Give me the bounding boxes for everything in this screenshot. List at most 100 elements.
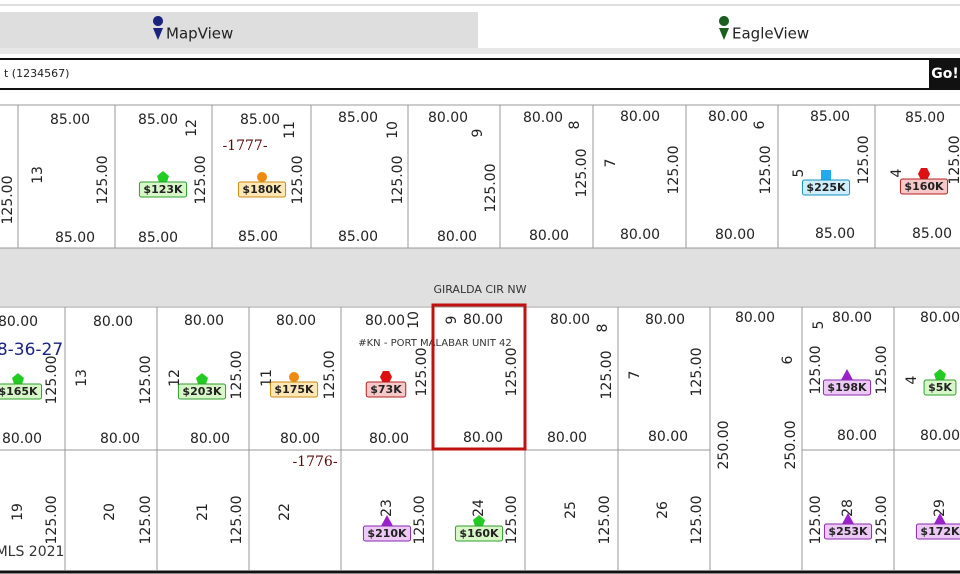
price-tag[interactable]: $165K [0, 385, 38, 398]
map-pin-icon [153, 16, 164, 40]
price-tag-box [915, 523, 960, 540]
parcel-label: 12 [167, 369, 183, 387]
block-label: -1777- [222, 138, 267, 154]
price-tag[interactable]: $172K [920, 525, 960, 538]
price-tag[interactable]: $225K [806, 181, 846, 194]
parcel-label: 25 [563, 501, 579, 519]
price-tag[interactable]: $5K [928, 381, 952, 394]
tab-label[interactable]: EagleView [732, 25, 809, 43]
marker-icon [157, 171, 169, 182]
parcel-label: 80.00 [190, 431, 230, 447]
parcel-label: 80.00 [620, 227, 660, 243]
marker-icon [918, 168, 930, 180]
parcel-label: 5 [811, 321, 827, 330]
parcel-label: 4 [904, 375, 920, 384]
parcel-label: 80.00 [93, 314, 133, 330]
parcel-label: 80.00 [437, 229, 477, 245]
parcel-label: 19 [10, 503, 26, 521]
go-button-label[interactable]: Go! [931, 66, 959, 82]
parcel-label: 125.00 [504, 496, 520, 545]
parcel-label: 7 [603, 159, 619, 168]
parcel-label: 125.00 [138, 356, 154, 405]
parcel-label: 80.00 [0, 314, 38, 330]
price-tag-box [801, 179, 851, 196]
parcel-label: 85.00 [55, 230, 95, 246]
section-label: 8-36-27 [0, 340, 63, 360]
go-button[interactable] [930, 58, 960, 90]
parcel-label: 22 [277, 503, 293, 521]
parcel-label: 80.00 [832, 310, 872, 326]
marker-icon [196, 373, 208, 384]
price-tag[interactable]: $160K [904, 180, 944, 193]
price-tag-box [362, 525, 412, 542]
price-tag[interactable]: $253K [828, 525, 868, 538]
price-tag[interactable]: $73K [370, 383, 402, 396]
price-tag[interactable]: $180K [242, 183, 282, 196]
price-tag-box [923, 379, 957, 396]
price-tag-box [822, 379, 872, 396]
parcel-label: 6 [780, 355, 796, 364]
parcel-label: 80.00 [280, 431, 320, 447]
price-tag[interactable]: $198K [827, 381, 867, 394]
price-tag[interactable]: $210K [367, 527, 407, 540]
parcel-label: 9 [444, 316, 460, 325]
parcel-label: 85.00 [138, 230, 178, 246]
parcel-label: 85.00 [338, 110, 378, 126]
parcel-label: 125.00 [689, 348, 705, 397]
parcel-label: 125.00 [666, 146, 682, 195]
price-tag[interactable]: $160K [459, 527, 499, 540]
marker-icon [473, 515, 485, 526]
marker-icon [12, 373, 24, 384]
watermark: MLS 2021 [0, 544, 64, 560]
parcel-label: 80.00 [645, 312, 685, 328]
parcel-label: 125.00 [414, 348, 430, 397]
marker-icon [257, 172, 267, 182]
parcel-label: 80.00 [735, 310, 775, 326]
parcel-label: 10 [385, 121, 401, 139]
parcel-label: 12 [184, 119, 200, 137]
parcel-label: 125.00 [193, 156, 209, 205]
parcel-label: 80.00 [276, 313, 316, 329]
marker-icon [841, 369, 853, 380]
parcel-label: 80.00 [2, 431, 42, 447]
parcel-label: 80.00 [648, 429, 688, 445]
parcel-label: 80.00 [547, 430, 587, 446]
price-tag-box [177, 383, 227, 400]
parcel-label: 20 [102, 503, 118, 521]
parcel-label: 80.00 [100, 431, 140, 447]
price-tag-box [365, 381, 407, 398]
parcel-label: 6 [752, 120, 768, 129]
parcel-label: 85.00 [815, 226, 855, 242]
parcel-label: 125.00 [574, 149, 590, 198]
search-input[interactable] [0, 58, 931, 90]
eagleview-tab[interactable] [478, 12, 960, 50]
parcel-label: 125.00 [504, 348, 520, 397]
parcel-label: 125.00 [322, 351, 338, 400]
mapview-tab[interactable] [0, 12, 478, 50]
parcel-label: 24 [471, 499, 487, 517]
price-tag[interactable]: $203K [182, 385, 222, 398]
parcel-label: 80.00 [708, 109, 748, 125]
price-tag[interactable]: $175K [274, 383, 314, 396]
price-tag-box [823, 523, 873, 540]
parcel-label: 80.00 [920, 428, 960, 444]
price-tag[interactable]: $123K [143, 183, 183, 196]
search-text[interactable]: t (1234567) [4, 67, 69, 80]
parcel-label: 13 [30, 166, 46, 184]
subdivision-label: #KN - PORT MALABAR UNIT 42 [358, 338, 512, 349]
parcel-label: 28 [840, 499, 856, 517]
parcel-label: 125.00 [390, 156, 406, 205]
marker-icon [842, 513, 854, 524]
parcel-label: 125.00 [874, 346, 890, 395]
parcel-label: 125.00 [229, 496, 245, 545]
parcel-label: 125.00 [856, 136, 872, 185]
tab-label[interactable]: MapView [166, 25, 233, 43]
price-tag-box [237, 181, 287, 198]
selected-parcel[interactable] [431, 303, 527, 451]
parcel-label: 10 [406, 311, 422, 329]
parcel-label: 85.00 [905, 110, 945, 126]
parcel-label: 23 [379, 499, 395, 517]
price-tag-box [0, 383, 43, 400]
parcel-label: 80.00 [428, 110, 468, 126]
